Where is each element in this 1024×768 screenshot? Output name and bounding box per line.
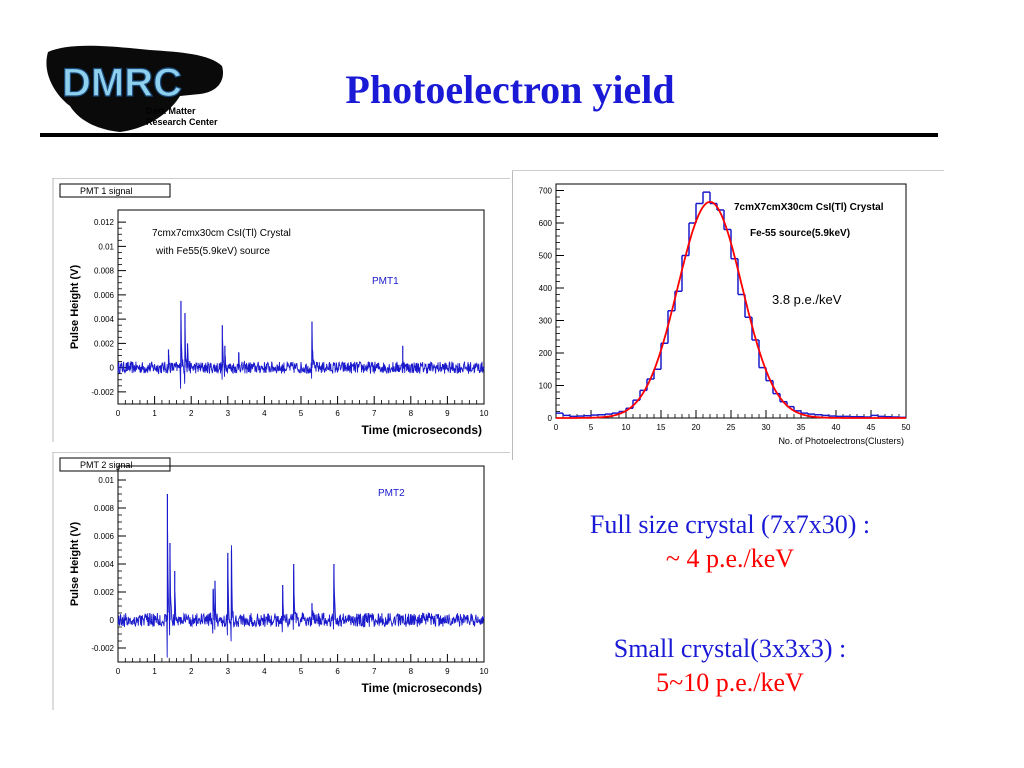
signal-tag: PMT 1 signal <box>80 186 132 196</box>
caption-small-line2: 5~10 p.e./keV <box>656 668 804 697</box>
x-tick-label: 8 <box>409 667 414 676</box>
pmt1-panel: PMT 1 signal 0.012 0.01 0.008 0.006 0.004 0.00… <box>52 178 510 442</box>
x-tick-label: 15 <box>657 423 666 432</box>
page-title: Photoelectron yield <box>345 67 675 112</box>
x-tick-label: 0 <box>554 423 559 432</box>
x-tick-label: 2 <box>189 409 194 418</box>
y-tick-label: 600 <box>539 219 553 228</box>
gaussian-fit-curve <box>556 200 906 419</box>
histogram-panel: 0 100 200 300 400 500 600 700 0 5 10 15 20 25 30 35 40 45… <box>512 170 944 460</box>
x-tick-label: 1 <box>152 667 157 676</box>
title-rule <box>40 133 938 137</box>
y-tick-label: 0.002 <box>94 588 115 597</box>
caption-full-size: Full size crystal (7x7x30) : ~ 4 p.e./ke… <box>530 508 930 576</box>
logo-sub-1: Dark Matter <box>146 106 196 116</box>
x-tick-label: 0 <box>116 409 121 418</box>
x-tick-label: 4 <box>262 667 267 676</box>
x-axis-label: Time (microseconds) <box>362 423 482 437</box>
x-tick-label: 8 <box>409 409 414 418</box>
x-axis-label: Time (microseconds) <box>362 681 482 695</box>
logo-text: DMRC <box>62 61 182 105</box>
plot-frame <box>117 465 485 663</box>
y-axis-label: Pulse Height (V) <box>69 521 81 606</box>
logo-sub-2: Research Center <box>146 117 218 127</box>
y-tick-label: 0.01 <box>98 476 114 485</box>
y-tick-label: 0.006 <box>94 291 115 300</box>
y-tick-label: 0 <box>110 616 115 625</box>
caption-small-line1: Small crystal(3x3x3) : <box>613 634 847 663</box>
x-tick-label: 3 <box>226 667 231 676</box>
x-tick-label: 0 <box>116 667 121 676</box>
x-axis-label: No. of Photoelectrons(Clusters) <box>778 436 904 446</box>
y-tick-label: 0 <box>110 364 115 373</box>
logo-blob <box>46 45 224 133</box>
x-tick-label: 10 <box>622 423 631 432</box>
plot-frame <box>555 183 907 419</box>
waveform-trace <box>117 530 485 658</box>
y-tick-label: 0.004 <box>94 560 115 569</box>
crystal-annotation: 7cmx7cmx30cm CsI(Tl) Crystal <box>152 228 291 239</box>
waveform-trace <box>117 312 485 389</box>
caption-full-size-line2: ~ 4 p.e./keV <box>665 544 795 573</box>
pmt1-chart: PMT 1 signal 0.012 0.01 0.008 0.006 0.004 0.00… <box>52 178 510 442</box>
x-tick-label: 5 <box>299 667 304 676</box>
y-tick-label: -0.002 <box>91 644 114 653</box>
yield-annotation: 3.8 p.e./keV <box>772 292 842 307</box>
x-tick-label: 30 <box>762 423 771 432</box>
pmt-label: PMT2 <box>378 488 405 499</box>
y-tick-label: 0.008 <box>94 267 115 276</box>
signal-tag-box <box>59 183 171 198</box>
signal-tag: PMT 2 signal <box>80 460 132 470</box>
x-tick-label: 10 <box>480 409 489 418</box>
histogram-chart: 0 100 200 300 400 500 600 700 0 5 10 15 20 25 30 35 40 45… <box>512 170 944 460</box>
x-tick-label: 7 <box>372 409 377 418</box>
x-tick-label: 4 <box>262 409 267 418</box>
x-tick-label: 40 <box>832 423 841 432</box>
signal-tag-box <box>59 457 171 472</box>
x-tick-label: 3 <box>226 409 231 418</box>
y-tick-label: 0.004 <box>94 315 115 324</box>
y-tick-label: 300 <box>539 317 553 326</box>
x-tick-label: 9 <box>445 667 450 676</box>
x-tick-label: 7 <box>372 667 377 676</box>
source-annotation: Fe-55 source(5.9keV) <box>750 228 850 239</box>
x-tick-label: 35 <box>797 423 806 432</box>
y-tick-label: -0.002 <box>91 388 114 397</box>
crystal-annotation: 7cmX7cmX30cm CsI(Tl) Crystal <box>734 202 884 213</box>
y-tick-label: 0.01 <box>98 242 114 251</box>
y-tick-label: 0.008 <box>94 504 115 513</box>
y-tick-label: 0 <box>548 414 553 423</box>
y-tick-label: 400 <box>539 284 553 293</box>
x-tick-label: 50 <box>902 423 911 432</box>
caption-full-size-line1: Full size crystal (7x7x30) : <box>589 510 871 539</box>
y-tick-label: 500 <box>539 252 553 261</box>
x-tick-label: 2 <box>189 667 194 676</box>
x-tick-label: 1 <box>152 409 157 418</box>
x-tick-label: 9 <box>445 409 450 418</box>
x-tick-label: 6 <box>335 667 340 676</box>
y-tick-label: 200 <box>539 349 553 358</box>
y-tick-label: 0.002 <box>94 339 115 348</box>
x-tick-label: 5 <box>299 409 304 418</box>
source-annotation: with Fe55(5.9keV) source <box>155 246 270 257</box>
x-tick-label: 45 <box>867 423 876 432</box>
x-tick-label: 10 <box>480 667 489 676</box>
x-tick-label: 25 <box>727 423 736 432</box>
x-tick-label: 6 <box>335 409 340 418</box>
pmt-label: PMT1 <box>372 276 399 287</box>
dmrc-logo: DMRC Dark Matter Research Center <box>40 42 230 134</box>
pmt2-panel: PMT 2 signal 0.01 0.008 0.006 0.004 0.002 0 -0.… <box>52 452 510 710</box>
y-tick-label: 700 <box>539 187 553 196</box>
plot-frame <box>117 209 485 405</box>
histogram-bins <box>556 191 906 419</box>
y-tick-label: 100 <box>539 382 553 391</box>
x-tick-label: 20 <box>692 423 701 432</box>
y-tick-label: 0.012 <box>94 218 115 227</box>
pmt2-chart: PMT 2 signal 0.01 0.008 0.006 0.004 0.002 0 -0.… <box>52 452 510 710</box>
y-axis-label: Pulse Height (V) <box>69 264 81 349</box>
x-tick-label: 5 <box>589 423 594 432</box>
caption-small: Small crystal(3x3x3) : 5~10 p.e./keV <box>530 632 930 700</box>
y-tick-label: 0.006 <box>94 532 115 541</box>
